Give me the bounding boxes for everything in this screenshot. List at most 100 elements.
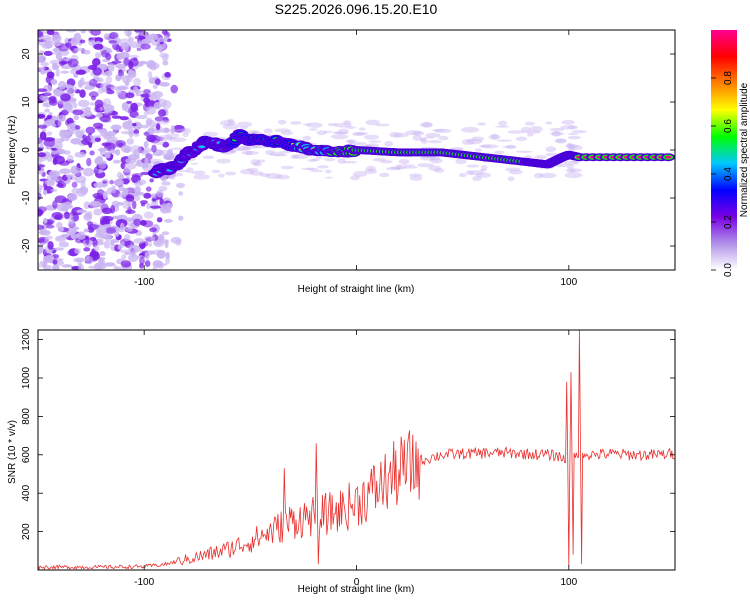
noise-blob [102,98,112,107]
noise-blob [161,181,171,186]
haze-blob [181,127,192,134]
haze-blob [311,158,320,162]
haze-blob [380,159,393,164]
spectrogram-y-tick-label: 10 [21,96,32,108]
noise-blob [124,163,137,170]
noise-blob [139,256,145,266]
noise-blob [127,253,139,263]
noise-blob [162,141,170,148]
noise-blob [109,179,114,185]
noise-blob [128,55,140,59]
noise-blob [126,30,132,38]
haze-blob [330,133,349,140]
noise-blob [123,105,129,112]
noise-blob [44,40,53,49]
noise-blob [92,202,98,209]
noise-blob [111,60,122,64]
noise-blob [48,99,58,106]
noise-blob [38,184,44,191]
haze-blob [364,168,378,175]
haze-blob [224,171,237,176]
noise-blob [102,180,108,184]
signal-core [198,145,206,149]
haze-blob [190,162,198,165]
noise-blob [67,193,78,202]
noise-blob [133,86,139,94]
noise-blob [104,70,113,77]
haze-blob [352,132,366,137]
haze-blob [342,120,352,125]
haze-blob [477,122,486,126]
haze-blob [186,167,194,174]
snr-y-label: SNR (10 * v/v) [7,420,18,484]
haze-blob [306,168,315,171]
haze-blob [545,121,553,125]
haze-blob [401,165,418,169]
noise-blob [96,188,105,198]
haze-blob [395,164,402,171]
haze-blob [508,169,523,175]
noise-blob [68,217,75,225]
noise-blob [56,182,64,188]
noise-blob [52,158,58,165]
noise-blob [170,84,178,94]
noise-blob [79,39,86,44]
spectrogram-y-label: Frequency (Hz) [7,116,18,185]
haze-blob [433,168,445,173]
noise-blob [71,36,79,46]
noise-blob [140,124,149,129]
haze-blob [372,157,386,162]
noise-blob [66,122,78,132]
haze-blob [219,119,236,126]
noise-blob [38,164,46,168]
haze-blob [554,138,567,144]
haze-blob [211,169,221,174]
noise-blob [144,251,150,260]
noise-blob [86,211,93,218]
noise-blob [58,241,70,248]
noise-blob [140,93,151,98]
noise-blob [108,40,118,44]
noise-blob [143,211,154,219]
noise-blob [137,179,147,185]
noise-blob [149,178,154,183]
noise-blob [87,224,100,230]
haze-blob [468,170,485,176]
haze-blob [349,142,367,146]
haze-blob [502,145,517,148]
noise-blob [88,91,99,98]
snr-y-tick-label: 800 [21,408,32,425]
noise-blob [110,86,120,91]
noise-blob [104,262,116,267]
noise-blob [149,205,162,209]
haze-blob [566,167,576,173]
haze-blob [332,131,344,134]
noise-blob [161,54,169,62]
haze-blob [434,128,452,134]
haze-blob [566,164,574,169]
noise-blob [40,70,46,75]
haze-blob [430,156,441,161]
noise-blob [52,264,60,270]
haze-blob [273,154,288,157]
haze-blob [249,170,264,176]
noise-blob [146,105,157,115]
haze-blob [246,167,259,172]
noise-blob [54,141,63,150]
noise-blob [134,192,145,196]
noise-blob [50,188,58,192]
haze-blob [545,152,559,157]
snr-ticks: -100 0 100 200 400 600 800 1000 1200 [21,328,675,588]
haze-blob [222,123,239,130]
noise-blob [178,191,184,196]
noise-blob [105,53,112,60]
haze-blob [392,132,409,138]
haze-blob [567,132,579,136]
haze-blob [337,128,349,135]
haze-blob [310,169,324,173]
noise-blob [46,131,53,136]
noise-blob [73,258,84,263]
noise-blob [156,217,163,223]
haze-blob [491,133,498,140]
